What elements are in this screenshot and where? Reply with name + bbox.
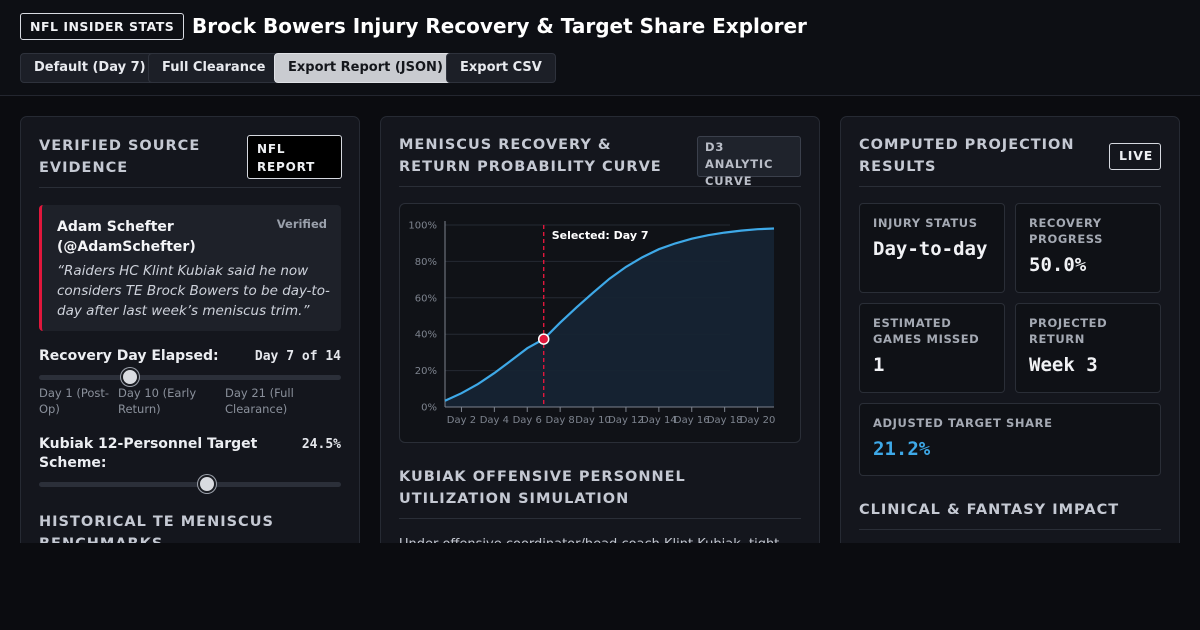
source-quote-card: Adam Schefter (@AdamSchefter) Verified “… [39, 205, 341, 331]
metric-label: INJURY STATUS [873, 216, 978, 230]
recovery-area [445, 228, 774, 407]
x-tick-label: Day 6 [513, 415, 542, 426]
x-tick-label: Day 18 [707, 415, 743, 426]
recovery-day-slider-track[interactable] [39, 375, 341, 380]
recovery-probability-line [444, 227, 775, 402]
x-tick-label: Day 14 [641, 415, 677, 426]
target-share-card: ADJUSTED TARGET SHARE 21.2% [859, 403, 1161, 476]
projected-return-card: PROJECTED RETURN Week 3 [1015, 303, 1161, 393]
recovery-progress-card: RECOVERY PROGRESS 50.0% [1015, 203, 1161, 293]
target-scheme-label: Kubiak 12-Personnel Target Scheme: [39, 436, 258, 471]
y-tick-label: 20% [415, 366, 437, 377]
metric-label: PROJECTED RETURN [1029, 316, 1108, 346]
recovery-chart-svg[interactable]: 0%20%40%60%80%100%Day 2 Day 4 Day 6 Day 8 Da… [400, 204, 800, 442]
y-tick-label: 0% [421, 403, 437, 414]
selected-day-label: Selected: Day 7 [552, 229, 649, 242]
top-bar: NFL INSIDER STATS Brock Bowers Injury Re… [0, 0, 1200, 96]
x-tick-label: Day 16 [674, 415, 710, 426]
personnel-simulation-title: KUBIAK OFFENSIVE PERSONNEL UTILIZATION S… [399, 469, 686, 507]
metric-label: ADJUSTED TARGET SHARE [873, 416, 1053, 430]
default-day7-button[interactable]: Default (Day 7) [20, 53, 160, 83]
personnel-simulation-text: Under offensive coordinator/head coach K… [399, 535, 801, 543]
y-tick-label: 40% [415, 330, 437, 341]
verified-badge: Verified [276, 217, 327, 231]
evidence-panel-title: VERIFIED SOURCE EVIDENCE [39, 138, 201, 176]
quote-text: “Raiders HC Klint Kubiak said he now con… [57, 263, 330, 319]
y-tick-label: 80% [415, 257, 437, 268]
nfl-report-tag: NFL REPORT [247, 135, 342, 179]
projection-results-title: COMPUTED PROJECTION RESULTS [859, 137, 1075, 175]
x-tick-label: Day 12 [608, 415, 644, 426]
evidence-panel: VERIFIED SOURCE EVIDENCE NFL REPORT Adam… [20, 116, 360, 543]
recovery-day-label: Recovery Day Elapsed: [39, 348, 219, 364]
slider-note-day1: Day 1 (Post-Op) [39, 386, 110, 416]
x-tick-label: Day 10 [575, 415, 611, 426]
injury-status-card: INJURY STATUS Day-to-day [859, 203, 1005, 293]
x-tick-label: Day 4 [480, 415, 509, 426]
divider [859, 529, 1161, 530]
divider [859, 186, 1161, 187]
divider [399, 518, 801, 519]
recovery-progress-value: 50.0% [1029, 254, 1087, 276]
divider [39, 187, 341, 188]
y-tick-label: 100% [408, 221, 437, 232]
target-scheme-slider-thumb[interactable] [197, 475, 216, 493]
divider [399, 186, 801, 187]
recovery-curve-title: MENISCUS RECOVERY & RETURN PROBABILITY C… [399, 137, 662, 175]
metric-label: ESTIMATED GAMES MISSED [873, 316, 980, 346]
metric-label: RECOVERY PROGRESS [1029, 216, 1104, 246]
target-scheme-value: 24.5% [301, 437, 341, 452]
injury-status-value: Day-to-day [873, 238, 988, 260]
x-tick-label: Day 20 [740, 415, 776, 426]
selected-day-point [537, 333, 550, 345]
slider-note-day10: Day 10 (Early Return) [118, 386, 197, 416]
dashboard-viewport[interactable]: VERIFIED SOURCE EVIDENCE NFL REPORT Adam… [0, 96, 1200, 543]
recovery-curve-panel: MENISCUS RECOVERY & RETURN PROBABILITY C… [380, 116, 820, 543]
x-tick-label: Day 8 [546, 415, 575, 426]
projection-results-panel: COMPUTED PROJECTION RESULTS LIVE INJURY … [840, 116, 1180, 543]
export-json-button[interactable]: Export Report (JSON) [274, 53, 457, 83]
target-share-value: 21.2% [873, 438, 931, 460]
page-title: Brock Bowers Injury Recovery & Target Sh… [192, 14, 807, 38]
recovery-day-slider-thumb[interactable] [120, 368, 139, 386]
slider-note-day21: Day 21 (Full Clearance) [225, 386, 294, 416]
games-missed-value: 1 [873, 354, 885, 376]
quote-author: Adam Schefter (@AdamSchefter) [57, 219, 196, 255]
x-tick-label: Day 2 [447, 415, 476, 426]
games-missed-card: ESTIMATED GAMES MISSED 1 [859, 303, 1005, 393]
projected-return-value: Week 3 [1029, 354, 1098, 376]
full-clearance-button[interactable]: Full Clearance [148, 53, 280, 83]
target-scheme-slider-track[interactable] [39, 482, 341, 487]
d3-curve-tag: D3 ANALYTIC CURVE [697, 136, 801, 188]
live-tag: LIVE [1109, 143, 1161, 170]
export-csv-button[interactable]: Export CSV [446, 53, 556, 83]
recovery-chart[interactable]: 0% 20% 40% 60% 80% 100% Day 2 Day 4 Day 6 Day 8 Da… [399, 203, 801, 443]
clinical-impact-title: CLINICAL & FANTASY IMPACT [859, 502, 1120, 518]
historical-benchmarks-title: HISTORICAL TE MENISCUS BENCHMARKS [39, 514, 274, 543]
brand-badge: NFL INSIDER STATS [20, 13, 185, 40]
y-tick-label: 60% [415, 293, 437, 304]
recovery-day-value: Day 7 of 14 [254, 349, 341, 364]
